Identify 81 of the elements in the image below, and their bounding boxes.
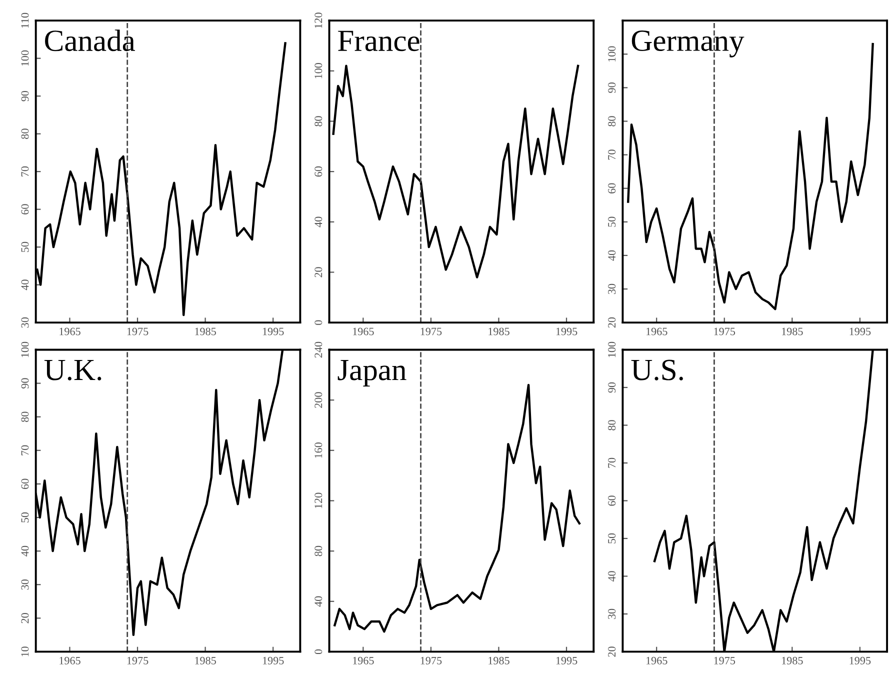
y-tick-label: 90 — [608, 82, 616, 93]
x-tick-label: 1975 — [714, 656, 736, 664]
y-tick-label: 70 — [21, 166, 29, 176]
y-tick-label: 90 — [21, 90, 29, 102]
y-tick-label: 60 — [608, 496, 616, 506]
x-tick-label: 1975 — [714, 328, 736, 336]
chart-title: U.K. — [44, 360, 102, 380]
y-tick-label: 60 — [21, 478, 29, 490]
y-tick-label: 200 — [314, 392, 322, 408]
y-tick-label: 40 — [314, 596, 322, 607]
y-tick-label: 30 — [21, 579, 29, 590]
x-tick-label: 1975 — [420, 656, 442, 664]
chart-title: France — [338, 30, 420, 52]
y-tick-label: 120 — [314, 492, 322, 508]
chart-title: Canada — [45, 30, 135, 52]
y-tick-label: 10 — [21, 646, 29, 656]
y-tick-label: 0 — [314, 649, 322, 654]
y-tick-label: 90 — [608, 382, 616, 393]
y-tick-label: 20 — [608, 646, 616, 657]
x-tick-label: 1985 — [195, 656, 216, 664]
x-tick-label: 1965 — [353, 328, 374, 336]
y-tick-label: 30 — [608, 608, 616, 619]
y-tick-label: 80 — [608, 116, 616, 126]
y-tick-label: 60 — [21, 204, 29, 214]
y-tick-label: 50 — [608, 533, 616, 544]
y-tick-label: 110 — [21, 12, 29, 28]
y-tick-label: 100 — [608, 46, 616, 62]
x-tick-label: 1985 — [782, 328, 803, 336]
x-tick-label: 1995 — [850, 656, 871, 664]
x-tick-label: 1985 — [195, 328, 216, 336]
x-tick-label: 1975 — [420, 328, 442, 336]
x-tick-label: 1975 — [127, 656, 148, 664]
y-tick-label: 120 — [314, 12, 322, 28]
y-tick-label: 20 — [21, 613, 29, 624]
y-tick-label: 70 — [21, 445, 29, 456]
y-tick-label: 80 — [314, 116, 322, 126]
x-tick-label: 1985 — [782, 656, 803, 664]
chart-title: U.S. — [631, 360, 683, 380]
y-tick-label: 40 — [314, 216, 322, 228]
y-tick-label: 40 — [21, 280, 29, 290]
y-tick-label: 50 — [21, 242, 29, 252]
y-tick-label: 80 — [21, 128, 29, 139]
y-tick-label: 100 — [608, 342, 616, 358]
x-tick-label: 1965 — [646, 656, 668, 664]
x-tick-label: 1995 — [850, 328, 871, 336]
x-tick-label: 1995 — [262, 656, 284, 664]
y-tick-label: 70 — [608, 150, 616, 160]
chart-title: Japan — [338, 360, 406, 386]
y-tick-label: 20 — [314, 267, 322, 278]
y-tick-label: 40 — [608, 250, 616, 261]
x-tick-label: 1995 — [556, 328, 578, 336]
x-tick-label: 1965 — [353, 656, 374, 664]
y-tick-label: 40 — [21, 546, 29, 556]
y-tick-label: 40 — [608, 571, 616, 582]
y-tick-label: 80 — [314, 546, 322, 556]
y-tick-label: 90 — [21, 378, 29, 388]
x-tick-label: 1995 — [262, 328, 284, 336]
x-tick-label: 1985 — [488, 656, 510, 664]
y-tick-label: 50 — [608, 216, 616, 227]
x-tick-label: 1965 — [60, 656, 80, 664]
x-tick-label: 1985 — [488, 328, 510, 336]
y-tick-label: 50 — [21, 512, 29, 522]
y-tick-label: 240 — [314, 342, 322, 358]
y-tick-label: 30 — [608, 284, 616, 294]
y-tick-label: 60 — [314, 166, 322, 177]
y-tick-label: 160 — [314, 442, 322, 458]
y-tick-label: 100 — [314, 63, 322, 78]
y-tick-label: 30 — [21, 317, 29, 328]
x-tick-label: 1975 — [127, 328, 148, 336]
y-tick-label: 100 — [21, 342, 29, 358]
x-tick-label: 1995 — [556, 656, 578, 664]
chart-title: Germany — [632, 30, 744, 58]
x-tick-label: 1965 — [646, 328, 668, 336]
y-tick-label: 20 — [608, 317, 616, 328]
y-tick-label: 100 — [21, 50, 29, 66]
y-tick-label: 0 — [314, 320, 322, 325]
y-tick-label: 60 — [608, 183, 616, 194]
y-tick-label: 80 — [608, 420, 616, 430]
y-tick-label: 80 — [21, 412, 29, 422]
y-tick-label: 70 — [608, 458, 616, 468]
x-tick-label: 1965 — [60, 328, 80, 336]
